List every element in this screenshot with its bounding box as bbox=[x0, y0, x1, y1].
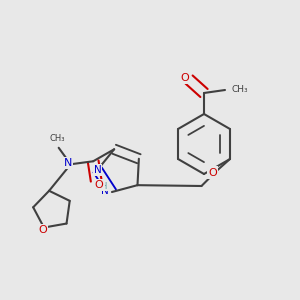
Text: N: N bbox=[64, 158, 72, 168]
Text: N: N bbox=[101, 185, 109, 196]
Text: O: O bbox=[180, 73, 189, 83]
Text: O: O bbox=[38, 225, 47, 235]
Text: O: O bbox=[208, 167, 217, 178]
Text: H: H bbox=[100, 182, 107, 190]
Text: O: O bbox=[95, 180, 103, 190]
Text: CH₃: CH₃ bbox=[50, 134, 65, 143]
Text: CH₃: CH₃ bbox=[232, 85, 248, 94]
Text: N: N bbox=[94, 165, 101, 175]
